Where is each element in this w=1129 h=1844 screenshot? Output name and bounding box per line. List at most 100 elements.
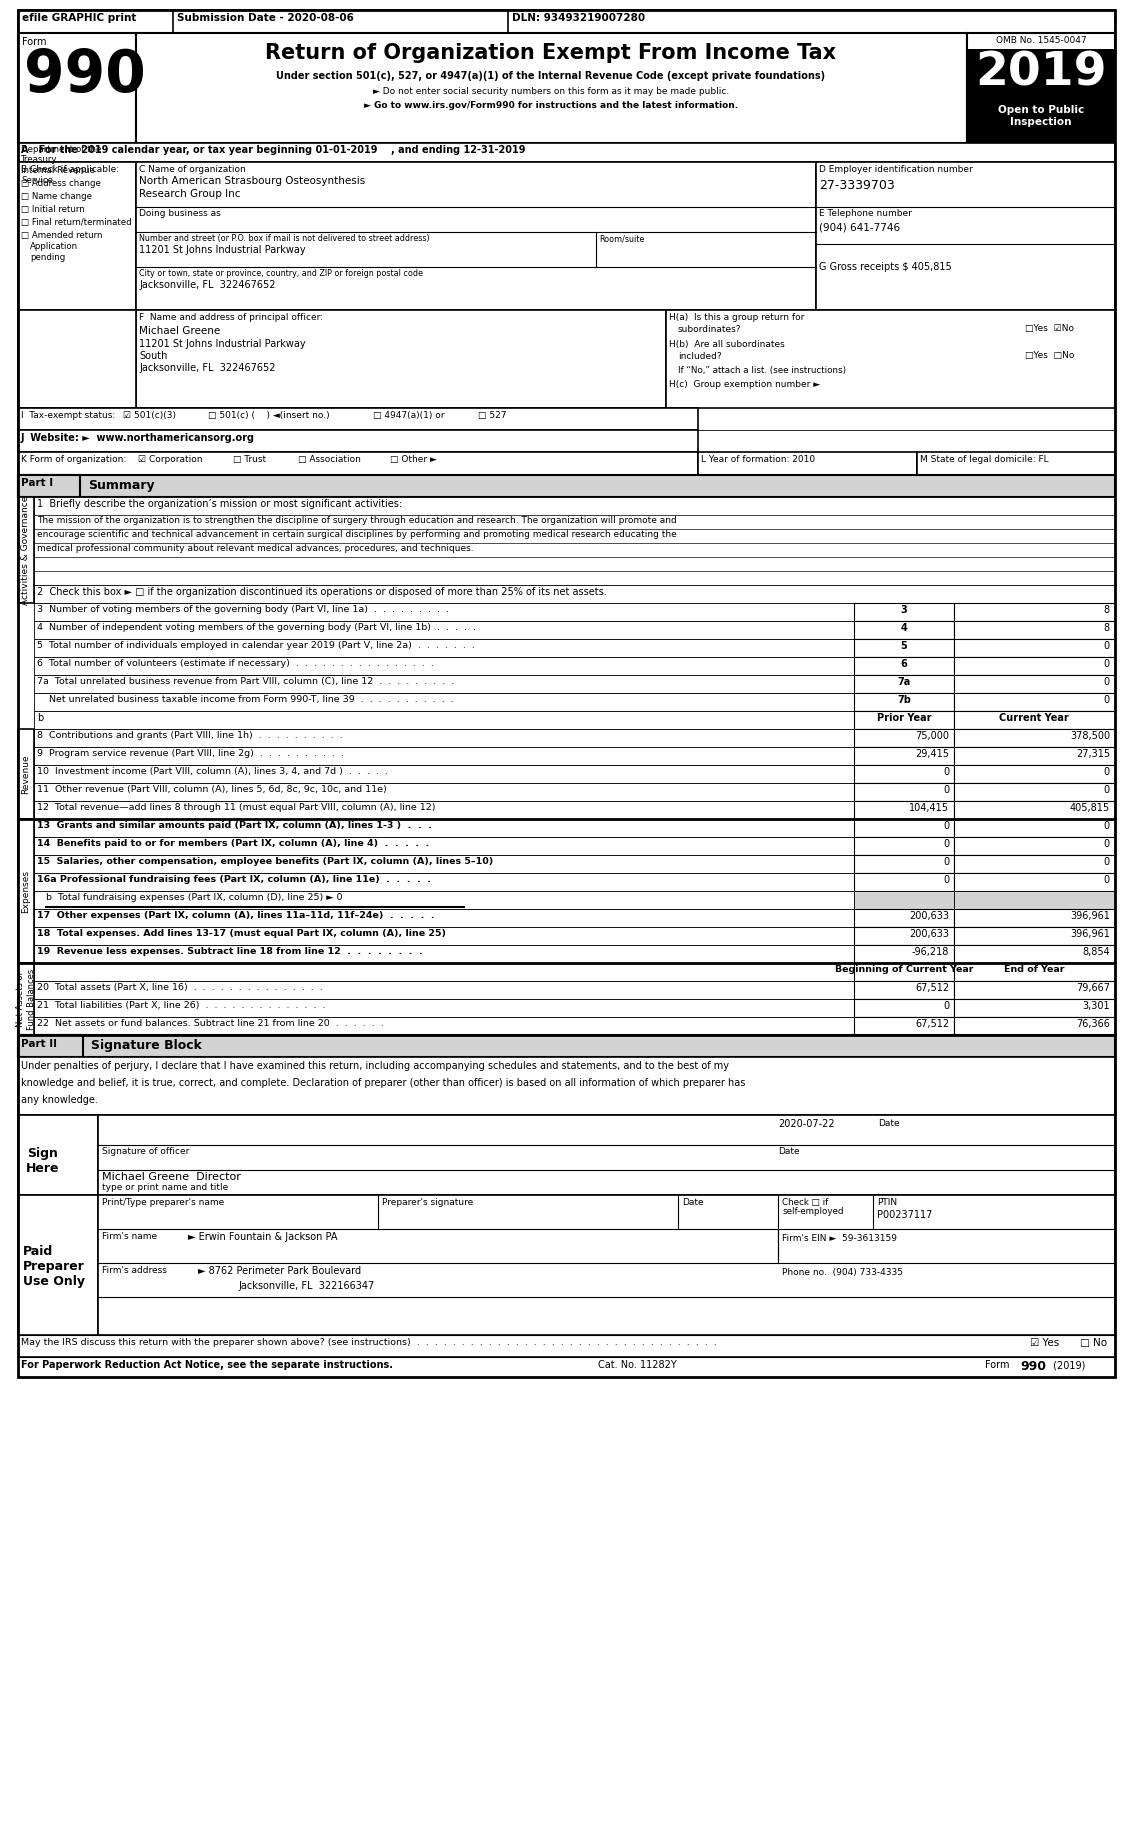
Text: For Paperwork Reduction Act Notice, see the separate instructions.: For Paperwork Reduction Act Notice, see …: [21, 1361, 393, 1370]
Bar: [34, 640, 854, 656]
Text: 990: 990: [1019, 1361, 1045, 1374]
Text: 29,415: 29,415: [914, 749, 949, 760]
Bar: [954, 675, 1115, 693]
Text: May the IRS discuss this return with the preparer shown above? (see instructions: May the IRS discuss this return with the…: [21, 1339, 717, 1346]
Text: OMB No. 1545-0047: OMB No. 1545-0047: [996, 37, 1086, 44]
Bar: [34, 621, 854, 640]
Text: H(c)  Group exemption number ►: H(c) Group exemption number ►: [669, 380, 820, 389]
Bar: [954, 981, 1115, 999]
Bar: [854, 909, 954, 928]
Text: 405,815: 405,815: [1070, 802, 1110, 813]
Text: Signature Block: Signature Block: [91, 1038, 202, 1051]
Bar: [18, 728, 34, 819]
Bar: [135, 310, 666, 408]
Bar: [98, 1195, 1115, 1335]
Text: 0: 0: [1104, 821, 1110, 832]
Text: □ Trust: □ Trust: [233, 455, 266, 465]
Text: I  Tax-exempt status:: I Tax-exempt status:: [21, 411, 115, 420]
Bar: [34, 872, 854, 891]
Text: F  Name and address of principal officer:: F Name and address of principal officer:: [139, 313, 323, 323]
Text: 0: 0: [1104, 677, 1110, 688]
Text: ► Do not enter social security numbers on this form as it may be made public.: ► Do not enter social security numbers o…: [373, 87, 729, 96]
Bar: [854, 675, 954, 693]
Bar: [666, 310, 1115, 408]
Text: Application: Application: [30, 242, 78, 251]
Text: Firm's name: Firm's name: [102, 1232, 157, 1241]
Text: P00237117: P00237117: [877, 1210, 933, 1221]
Text: D Employer identification number: D Employer identification number: [819, 164, 973, 173]
Text: Jacksonville, FL  322467652: Jacksonville, FL 322467652: [139, 363, 275, 372]
Text: E Telephone number: E Telephone number: [819, 208, 912, 218]
Text: 22  Net assets or fund balances. Subtract line 21 from line 20  .  .  .  .  .  .: 22 Net assets or fund balances. Subtract…: [37, 1020, 384, 1027]
Bar: [34, 819, 854, 837]
Text: Jacksonville, FL  322467652: Jacksonville, FL 322467652: [139, 280, 275, 290]
Text: 0: 0: [1104, 642, 1110, 651]
Text: pending: pending: [30, 253, 65, 262]
Text: Firm's address: Firm's address: [102, 1267, 167, 1274]
Text: any knowledge.: any knowledge.: [21, 1095, 98, 1105]
Bar: [954, 999, 1115, 1018]
Text: 17  Other expenses (Part IX, column (A), lines 11a–11d, 11f–24e)  .  .  .  .  .: 17 Other expenses (Part IX, column (A), …: [37, 911, 435, 920]
Bar: [854, 747, 954, 765]
Text: (2019): (2019): [1050, 1361, 1085, 1370]
Text: 1  Briefly describe the organization’s mission or most significant activities:: 1 Briefly describe the organization’s mi…: [37, 500, 402, 509]
Text: 396,961: 396,961: [1070, 929, 1110, 939]
Text: Phone no.  (904) 733-4335: Phone no. (904) 733-4335: [782, 1269, 903, 1278]
Text: 16a Professional fundraising fees (Part IX, column (A), line 11e)  .  .  .  .  .: 16a Professional fundraising fees (Part …: [37, 876, 431, 883]
Bar: [34, 765, 854, 784]
Text: ► 8762 Perimeter Park Boulevard: ► 8762 Perimeter Park Boulevard: [198, 1267, 361, 1276]
Text: Number and street (or P.O. box if mail is not delivered to street address): Number and street (or P.O. box if mail i…: [139, 234, 430, 243]
Text: Beginning of Current Year: Beginning of Current Year: [834, 964, 973, 974]
Text: The mission of the organization is to strengthen the discipline of surgery throu: The mission of the organization is to st…: [37, 516, 676, 526]
Bar: [135, 162, 816, 310]
Text: Under section 501(c), 527, or 4947(a)(1) of the Internal Revenue Code (except pr: Under section 501(c), 527, or 4947(a)(1)…: [277, 72, 825, 81]
Bar: [18, 1116, 98, 1195]
Text: Preparer's signature: Preparer's signature: [382, 1199, 473, 1208]
Bar: [854, 640, 954, 656]
Bar: [34, 542, 1115, 557]
Bar: [18, 498, 34, 603]
Text: G Gross receipts $ 405,815: G Gross receipts $ 405,815: [819, 262, 952, 273]
Bar: [854, 837, 954, 856]
Bar: [854, 963, 954, 981]
Text: Sign
Here: Sign Here: [26, 1147, 60, 1175]
Bar: [854, 856, 954, 872]
Bar: [34, 856, 854, 872]
Text: 21  Total liabilities (Part X, line 26)  .  .  .  .  .  .  .  .  .  .  .  .  .  : 21 Total liabilities (Part X, line 26) .…: [37, 1001, 325, 1011]
Bar: [954, 784, 1115, 800]
Text: □ Address change: □ Address change: [21, 179, 100, 188]
Text: 7b: 7b: [898, 695, 911, 704]
Text: Net unrelated business taxable income from Form 990-T, line 39  .  .  .  .  .  .: Net unrelated business taxable income fr…: [37, 695, 454, 704]
Text: b: b: [37, 714, 43, 723]
Bar: [18, 33, 135, 144]
Bar: [34, 728, 854, 747]
Text: J  Website: ►  www.northamericansorg.org: J Website: ► www.northamericansorg.org: [21, 433, 255, 443]
Text: 20  Total assets (Part X, line 16)  .  .  .  .  .  .  .  .  .  .  .  .  .  .  .: 20 Total assets (Part X, line 16) . . . …: [37, 983, 323, 992]
Text: 4: 4: [901, 623, 908, 632]
Text: 8: 8: [1104, 623, 1110, 632]
Bar: [854, 872, 954, 891]
Text: H(a)  Is this a group return for: H(a) Is this a group return for: [669, 313, 804, 323]
Bar: [18, 819, 34, 963]
Text: Expenses: Expenses: [21, 870, 30, 913]
Text: Print/Type preparer's name: Print/Type preparer's name: [102, 1199, 225, 1208]
Bar: [954, 909, 1115, 928]
Bar: [18, 9, 1115, 1377]
Text: □ 501(c) (    ) ◄(insert no.): □ 501(c) ( ) ◄(insert no.): [208, 411, 330, 420]
Bar: [954, 603, 1115, 621]
Text: □ Other ►: □ Other ►: [390, 455, 437, 465]
Bar: [854, 784, 954, 800]
Bar: [954, 837, 1115, 856]
Text: □ 4947(a)(1) or: □ 4947(a)(1) or: [373, 411, 445, 420]
Bar: [954, 765, 1115, 784]
Text: End of Year: End of Year: [1004, 964, 1065, 974]
Bar: [34, 712, 854, 728]
Text: 14  Benefits paid to or for members (Part IX, column (A), line 4)  .  .  .  .  .: 14 Benefits paid to or for members (Part…: [37, 839, 429, 848]
Text: L Year of formation: 2010: L Year of formation: 2010: [701, 455, 815, 465]
Bar: [18, 476, 80, 498]
Text: 0: 0: [943, 786, 949, 795]
Text: 11201 St Johns Industrial Parkway: 11201 St Johns Industrial Parkway: [139, 245, 306, 254]
Text: 0: 0: [1104, 876, 1110, 885]
Bar: [34, 675, 854, 693]
Text: ☑ 501(c)(3): ☑ 501(c)(3): [123, 411, 176, 420]
